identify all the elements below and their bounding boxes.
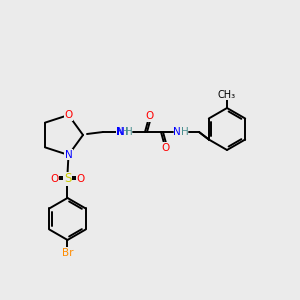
Text: Br: Br — [62, 248, 73, 258]
Text: H: H — [121, 127, 129, 137]
Text: N: N — [117, 127, 125, 137]
Text: O: O — [145, 111, 153, 121]
Text: N: N — [173, 127, 181, 137]
Text: H: H — [181, 127, 188, 137]
Text: N: N — [116, 127, 124, 137]
Text: S: S — [64, 172, 71, 185]
Text: CH₃: CH₃ — [218, 90, 236, 100]
Text: N: N — [64, 150, 72, 160]
Text: O: O — [76, 174, 85, 184]
Text: O: O — [161, 143, 169, 153]
Text: H: H — [124, 127, 132, 137]
Text: O: O — [64, 110, 73, 120]
Text: O: O — [50, 174, 59, 184]
